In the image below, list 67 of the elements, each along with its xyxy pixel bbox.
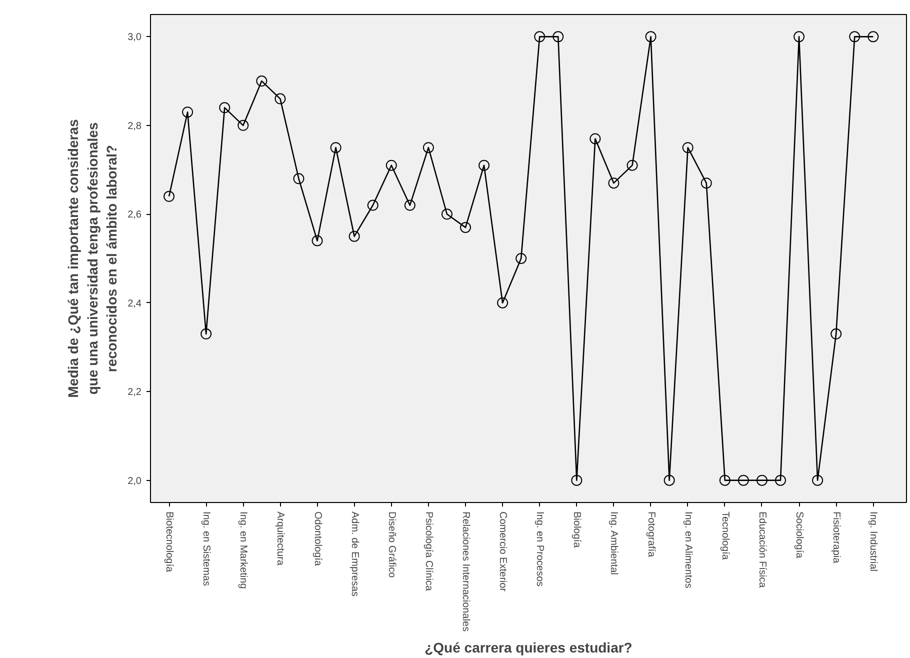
point xyxy=(794,31,805,42)
point xyxy=(238,120,249,131)
x-tick-label: Fotografía xyxy=(645,512,656,558)
point xyxy=(571,474,582,486)
point xyxy=(590,133,601,144)
x-tick-label: Ing. en Sistemas xyxy=(200,512,212,586)
point xyxy=(330,142,342,154)
point xyxy=(219,102,230,114)
x-tick-label: Educación Física xyxy=(756,512,768,588)
y-tick-label: 2,2 xyxy=(128,387,142,398)
x-tick-label: Adm. de Empresas xyxy=(348,512,360,597)
x-tick-label: Relaciones Internacionales xyxy=(460,512,471,632)
point xyxy=(645,31,656,42)
x-tick-label: Fisioterapia xyxy=(830,512,842,564)
point xyxy=(274,93,286,104)
point xyxy=(812,474,824,486)
point xyxy=(626,160,638,171)
point xyxy=(516,253,527,264)
point xyxy=(682,142,694,154)
point xyxy=(422,142,434,154)
point xyxy=(700,178,712,189)
x-tick-label: Comercio Exterior xyxy=(497,512,508,592)
point xyxy=(182,106,194,118)
point xyxy=(738,474,749,486)
point xyxy=(849,31,860,42)
x-tick-label: Sociología xyxy=(794,512,805,559)
x-tick-label: Diseño Gráfico xyxy=(386,512,397,578)
point xyxy=(460,222,471,233)
x-tick-label: Psicología Clínica xyxy=(422,512,434,592)
y-tick-label: 2,8 xyxy=(128,120,142,132)
point xyxy=(478,160,490,171)
point xyxy=(348,230,360,242)
point xyxy=(775,474,786,486)
x-tick-label: Odontología xyxy=(312,512,323,566)
point xyxy=(200,328,212,340)
point xyxy=(664,474,675,486)
x-axis-title: ¿Qué carrera quieres estudiar? xyxy=(424,640,632,656)
y-tick-label: 2,0 xyxy=(128,476,142,487)
point xyxy=(312,235,323,246)
point xyxy=(164,190,175,202)
point xyxy=(293,173,304,184)
point xyxy=(552,31,564,42)
point xyxy=(367,200,378,211)
x-tick-label: Tecnología xyxy=(719,512,730,560)
x-tick-label: Ing. en Marketing xyxy=(238,512,249,589)
x-tick-label: Ing. en Procesos xyxy=(534,512,546,587)
point xyxy=(497,297,508,308)
point xyxy=(404,200,416,211)
x-tick-label: Ing. en Alimentos xyxy=(682,512,694,588)
y-tick-label: 3,0 xyxy=(128,32,142,44)
x-tick-label: Arquitectura xyxy=(274,512,286,566)
point xyxy=(830,328,842,340)
point xyxy=(608,178,620,189)
point xyxy=(441,208,452,220)
x-tick-label: Biología xyxy=(571,512,582,548)
y-tick-label: 2,6 xyxy=(128,210,142,221)
y-tick-label: 2,4 xyxy=(128,298,142,310)
point xyxy=(868,31,879,42)
point xyxy=(256,76,268,87)
x-tick-label: Ing. Ambiental xyxy=(608,512,620,575)
y-axis-title: Media de ¿Qué tan importante consideras que una universidad tenga profesionales reconocidos en el ámbito laboral? xyxy=(65,119,120,398)
point xyxy=(719,474,730,486)
point xyxy=(756,474,768,486)
point xyxy=(534,31,546,42)
x-tick-label: Biotecnología xyxy=(164,512,175,573)
point xyxy=(386,160,397,171)
x-tick-label: Ing. Industrial xyxy=(868,512,879,572)
